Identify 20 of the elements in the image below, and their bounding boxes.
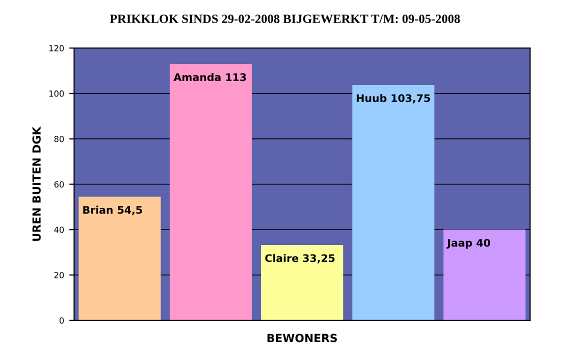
- y-tick-label: 40: [54, 226, 64, 233]
- y-tick-label: 100: [49, 90, 64, 97]
- chart-title: PRIKKLOK SINDS 29-02-2008 BIJGEWERKT T/M: 09-05-2008: [110, 14, 460, 24]
- bar: [78, 196, 161, 320]
- bar: [170, 64, 252, 320]
- bar: [443, 230, 526, 320]
- y-tick-label: 20: [54, 272, 64, 278]
- data-label: Jaap 40: [446, 238, 490, 249]
- y-tick-label: 80: [54, 136, 64, 142]
- x-axis-title: BEWONERS: [268, 334, 337, 342]
- y-axis-title: UREN BUITEN DGK: [32, 126, 41, 241]
- data-label: Amanda 113: [174, 73, 246, 82]
- bar: [352, 84, 434, 320]
- y-tick-label: 0: [60, 317, 64, 324]
- data-label: Claire 33,25: [265, 254, 335, 264]
- data-label: Brian 54,5: [83, 206, 142, 216]
- data-label: Huub 103,75: [356, 94, 430, 104]
- y-tick-label: 60: [54, 181, 64, 188]
- y-tick-label: 120: [49, 45, 64, 52]
- bar: [261, 244, 344, 320]
